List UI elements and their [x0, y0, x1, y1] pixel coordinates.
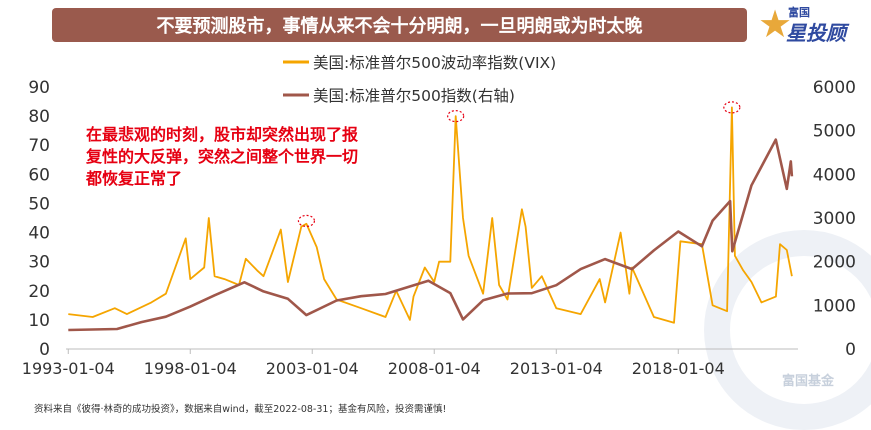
right-axis-tick-label: 0 — [845, 340, 856, 360]
annotation-text-line: 复性的大反弹，突然之间整个世界一切 — [85, 147, 358, 166]
left-axis-tick-label: 40 — [28, 224, 50, 244]
x-axis-tick-label: 1998-01-04 — [144, 359, 237, 378]
left-axis-tick-label: 50 — [28, 194, 50, 214]
x-axis-tick-label: 2018-01-04 — [632, 359, 725, 378]
x-axis-tick-label: 2013-01-04 — [510, 359, 603, 378]
left-axis-tick-label: 80 — [28, 107, 50, 127]
right-axis-tick-label: 3000 — [813, 209, 856, 229]
right-axis-tick-label: 2000 — [813, 253, 856, 273]
right-axis-tick-label: 6000 — [813, 78, 856, 98]
brand-logo: ★ 富国 星投顾 — [758, 2, 870, 48]
chart-title: 不要预测股市，事情从来不会十分明朗，一旦明朗或为时太晚 — [156, 16, 643, 37]
peak-highlight-circle — [447, 110, 465, 123]
right-axis-tick-label: 4000 — [813, 165, 856, 185]
logo-text-top: 富国 — [788, 6, 810, 19]
legend-label: 美国:标准普尔500指数(右轴) — [313, 87, 515, 105]
left-axis-tick-label: 70 — [28, 136, 50, 156]
left-axis-tick-label: 60 — [28, 165, 50, 185]
peak-highlight-circle — [723, 101, 741, 114]
watermark-text: 富国基金 — [782, 374, 835, 389]
left-axis-tick-label: 20 — [28, 282, 50, 302]
left-axis-tick-label: 90 — [28, 78, 50, 98]
spx-series-line — [68, 138, 794, 332]
annotation-text-line: 都恢复正常了 — [85, 169, 182, 188]
left-axis-tick-label: 30 — [28, 253, 50, 273]
source-note: 资料来自《彼得·林奇的成功投资》，数据来自wind，截至2022-08-31；基… — [34, 404, 447, 415]
x-axis-tick-label: 2008-01-04 — [388, 359, 481, 378]
x-axis-tick-label: 2003-01-04 — [266, 359, 359, 378]
vix-series-line — [68, 106, 793, 324]
right-axis-tick-label: 1000 — [813, 296, 856, 316]
logo-text-main: 星投顾 — [786, 21, 846, 45]
annotation-text-line: 在最悲观的时刻，股市却突然出现了报 — [86, 125, 358, 144]
x-axis-tick-label: 1993-01-04 — [22, 359, 115, 378]
chart-title-banner: 不要预测股市，事情从来不会十分明朗，一旦明朗或为时太晚 — [52, 8, 747, 42]
legend-label: 美国:标准普尔500波动率指数(VIX) — [313, 54, 556, 72]
dual-axis-line-chart: 0 10 20 30 40 50 60 70 80 90 0 1000 2000 3000 4000 5000… — [22, 54, 856, 378]
left-axis-tick-label: 10 — [28, 311, 50, 331]
peak-highlight-circle — [297, 214, 316, 228]
right-axis-tick-label: 5000 — [813, 122, 856, 142]
left-axis-tick-label: 0 — [39, 340, 50, 360]
star-logo-icon: ★ — [758, 2, 793, 46]
